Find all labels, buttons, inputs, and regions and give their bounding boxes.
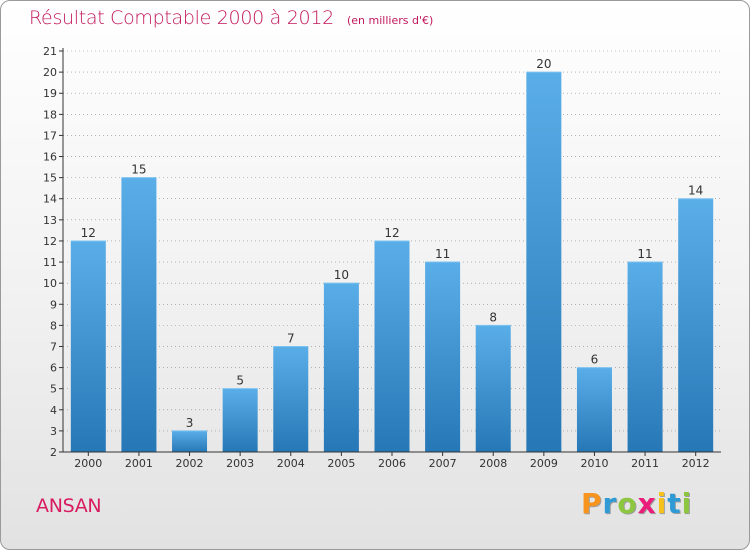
data-label: 11 (637, 247, 652, 261)
x-tick-label: 2004 (277, 457, 305, 470)
bar-2012 (678, 198, 714, 452)
x-tick-label: 2008 (479, 457, 507, 470)
data-label: 3 (186, 416, 194, 430)
x-tick-label: 2003 (226, 457, 254, 470)
y-tick-label: 20 (43, 66, 57, 79)
y-tick-label: 11 (43, 256, 57, 269)
y-tick-label: 6 (50, 362, 57, 375)
data-label: 11 (435, 247, 450, 261)
bars-layer (70, 71, 714, 453)
y-tick-label: 9 (50, 298, 57, 311)
x-tick-label: 2009 (530, 457, 558, 470)
y-tick-label: 18 (43, 108, 57, 121)
x-tick-label: 2011 (631, 457, 659, 470)
data-label: 7 (287, 331, 295, 345)
y-tick-label: 4 (50, 404, 57, 417)
data-label: 12 (81, 226, 96, 240)
bar-2010 (576, 367, 612, 452)
bar-2008 (475, 325, 511, 452)
data-label: 10 (334, 268, 349, 282)
data-label: 6 (591, 353, 599, 367)
bar-2009 (526, 72, 562, 453)
logo-letter: t (667, 487, 682, 520)
bar-2005 (323, 283, 359, 452)
bar-2006 (374, 240, 410, 452)
bar-2003 (222, 388, 258, 452)
logo-letter: P (581, 487, 603, 520)
commune-name: ANSAN (36, 495, 102, 517)
logo-letter: i (656, 487, 668, 520)
data-label: 12 (384, 226, 399, 240)
data-label: 20 (536, 57, 551, 71)
data-label: 14 (688, 184, 703, 198)
x-tick-label: 2001 (125, 457, 153, 470)
y-tick-label: 13 (43, 214, 57, 227)
y-tick-label: 12 (43, 235, 57, 248)
x-tick-label: 2000 (74, 457, 102, 470)
y-tick-label: 5 (50, 383, 57, 396)
logo-letter: x (637, 487, 657, 520)
y-tick-label: 2 (50, 446, 57, 459)
y-tick-label: 8 (50, 319, 57, 332)
proxiti-logo: Proxiti (581, 487, 692, 520)
x-tick-label: 2005 (327, 457, 355, 470)
chart-title-main: Résultat Comptable 2000 à 2012 (29, 7, 334, 29)
logo-letter: r (602, 487, 618, 520)
y-tick-label: 10 (43, 277, 57, 290)
x-tick-label: 2012 (682, 457, 710, 470)
y-tick-label: 15 (43, 172, 57, 185)
y-tick-label: 14 (43, 193, 57, 206)
bar-2001 (121, 177, 157, 452)
bar-2011 (627, 262, 663, 452)
logo-letter: i (681, 487, 693, 520)
bar-2000 (70, 240, 106, 452)
x-tick-label: 2007 (429, 457, 457, 470)
bar-2002 (172, 430, 208, 452)
data-label: 5 (236, 374, 244, 388)
data-label: 8 (489, 310, 497, 324)
y-tick-label: 7 (50, 340, 57, 353)
y-tick-label: 19 (43, 87, 57, 100)
y-tick-label: 3 (50, 425, 57, 438)
x-tick-label: 2002 (176, 457, 204, 470)
x-tick-label: 2010 (580, 457, 608, 470)
bar-2004 (273, 346, 309, 452)
bar-2007 (425, 262, 461, 452)
x-tick-label: 2006 (378, 457, 406, 470)
y-tick-label: 16 (43, 151, 57, 164)
y-tick-label: 17 (43, 129, 57, 142)
chart-subtitle: (en milliers d'€) (346, 14, 434, 27)
logo-letter: o (617, 487, 638, 520)
labels-layer: 2 3 4 5 6 7 8 9 10 11 12 13 14 15 16 17 18 19 20 21 12 2000 15… (43, 45, 710, 470)
data-label: 15 (131, 163, 146, 177)
axis-layer (59, 48, 721, 456)
chart-title: Résultat Comptable 2000 à 2012 (en milli… (29, 7, 433, 29)
y-tick-label: 21 (43, 45, 57, 58)
